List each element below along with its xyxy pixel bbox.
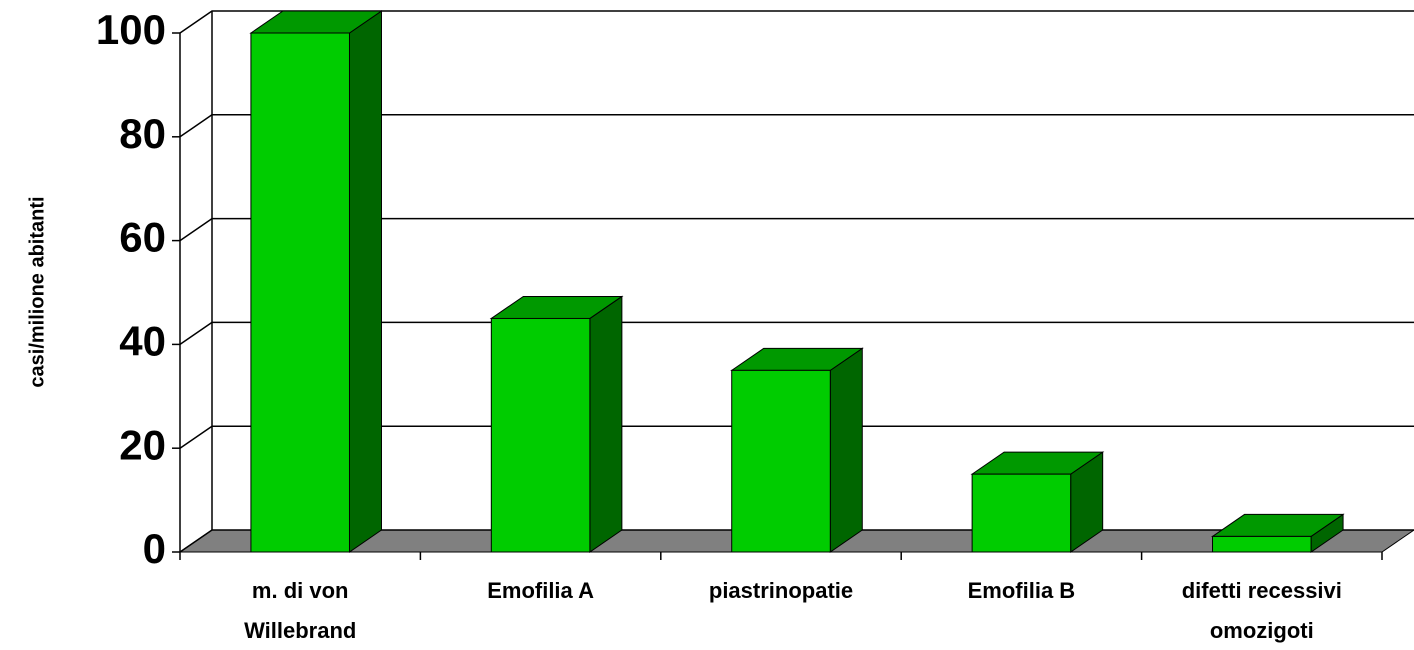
y-tick-label: 100 <box>96 6 166 53</box>
bar-front <box>490 317 591 553</box>
bar <box>489 295 624 553</box>
grid-line <box>179 321 1414 346</box>
x-tick-label: piastrinopatie <box>709 578 853 603</box>
grid-line <box>179 114 1414 138</box>
x-tick-label: difetti recessivi omozigoti <box>1182 578 1342 643</box>
bar <box>730 347 864 553</box>
bar-side <box>348 10 382 553</box>
bar-front <box>1212 535 1312 553</box>
y-axis-label: casi/milione abitanti <box>26 196 48 387</box>
y-tick-label: 0 <box>143 525 166 572</box>
bar-side <box>829 347 863 553</box>
y-tick-label: 60 <box>119 214 166 261</box>
bar-side <box>589 295 623 553</box>
bar-front <box>250 32 350 553</box>
bar-front <box>971 473 1072 553</box>
bar <box>249 10 384 553</box>
grid-line <box>179 10 1414 34</box>
grid-line <box>179 425 1414 449</box>
x-tick-label: Emofilia B <box>968 578 1076 603</box>
x-tick-label: Emofilia A <box>487 578 594 603</box>
bar-front <box>731 369 831 553</box>
x-tick-label: m. di von Willebrand <box>244 578 356 643</box>
bar <box>1210 513 1345 553</box>
y-tick-label: 20 <box>119 421 166 468</box>
bar <box>970 451 1105 553</box>
y-tick-label: 40 <box>119 317 166 364</box>
y-tick-label: 80 <box>119 110 166 157</box>
grid-line <box>179 217 1414 242</box>
